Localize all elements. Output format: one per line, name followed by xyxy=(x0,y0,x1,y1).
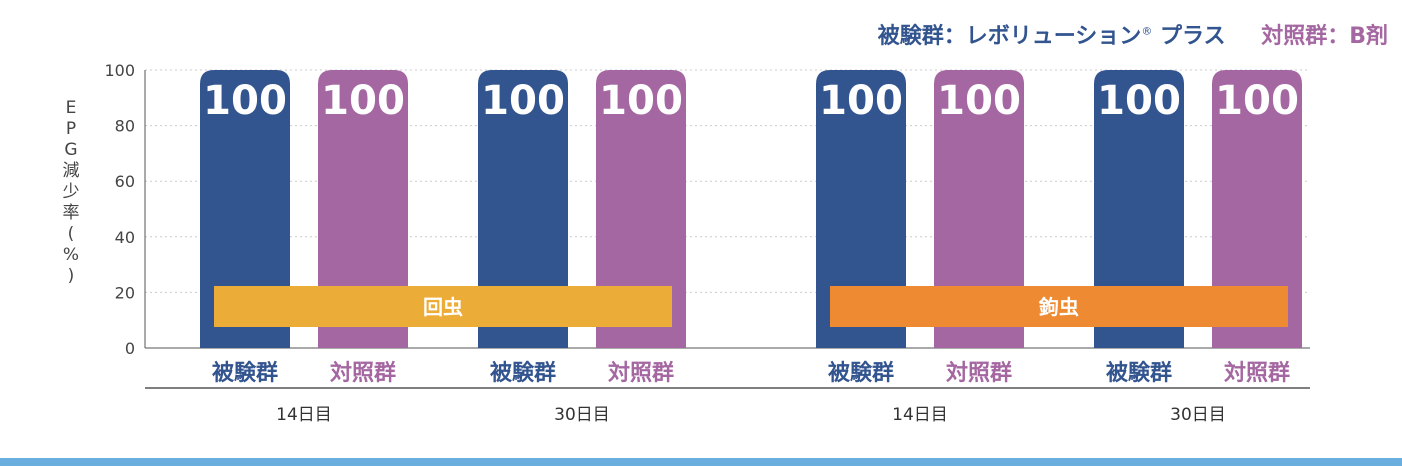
bar-category-label: 対照群 xyxy=(1224,360,1290,386)
bar-control xyxy=(596,70,686,348)
bar-value-label: 100 xyxy=(203,78,287,124)
bar-value-label: 100 xyxy=(599,78,683,124)
y-tick-label: 60 xyxy=(115,172,135,191)
y-tick-label: 20 xyxy=(115,283,135,302)
bar-category-label: 被験群 xyxy=(490,360,556,386)
bar-value-label: 100 xyxy=(1215,78,1299,124)
bar-value-label: 100 xyxy=(1097,78,1181,124)
parasite-band-label: 鉤虫 xyxy=(1038,295,1079,319)
parasite-band xyxy=(214,286,672,327)
bar-category-label: 対照群 xyxy=(946,360,1012,386)
y-tick-label: 80 xyxy=(115,117,135,136)
day-label: 14日目 xyxy=(892,405,948,425)
bar-control xyxy=(318,70,408,348)
bar-category-label: 対照群 xyxy=(608,360,674,386)
bar-value-label: 100 xyxy=(819,78,903,124)
bar-value-label: 100 xyxy=(321,78,405,124)
day-label: 14日目 xyxy=(276,405,332,425)
bar-category-label: 被験群 xyxy=(1106,360,1172,386)
parasite-band-label: 回虫 xyxy=(423,295,463,319)
y-tick-label: 100 xyxy=(104,61,135,80)
bar-category-label: 被験群 xyxy=(828,360,894,386)
day-label: 30日目 xyxy=(554,405,610,425)
day-label: 30日目 xyxy=(1170,405,1226,425)
legend: 被験群：レボリューション® プラス 対照群：B剤 xyxy=(850,18,1388,50)
y-tick-label: 40 xyxy=(115,228,135,247)
legend-test-suffix: プラス xyxy=(1152,24,1226,49)
bar-control xyxy=(934,70,1024,348)
bar-control xyxy=(1212,70,1302,348)
bar-test xyxy=(478,70,568,348)
bottom-strip xyxy=(0,458,1402,466)
bar-value-label: 100 xyxy=(481,78,565,124)
y-axis-label: E P G 減 少 率 ( % ) xyxy=(62,98,80,286)
legend-test: 被験群：レボリューション® プラス xyxy=(878,18,1226,50)
bar-category-label: 対照群 xyxy=(330,360,396,386)
parasite-band xyxy=(830,286,1288,327)
y-tick-label: 0 xyxy=(125,339,135,358)
legend-control: 対照群：B剤 xyxy=(1261,24,1388,49)
bar-test xyxy=(200,70,290,348)
bar-category-label: 被験群 xyxy=(212,360,278,386)
bar-test xyxy=(1094,70,1184,348)
registered-mark: ® xyxy=(1141,24,1153,38)
legend-test-label: 被験群：レボリューション xyxy=(877,24,1142,49)
bar-test xyxy=(816,70,906,348)
bar-value-label: 100 xyxy=(937,78,1021,124)
